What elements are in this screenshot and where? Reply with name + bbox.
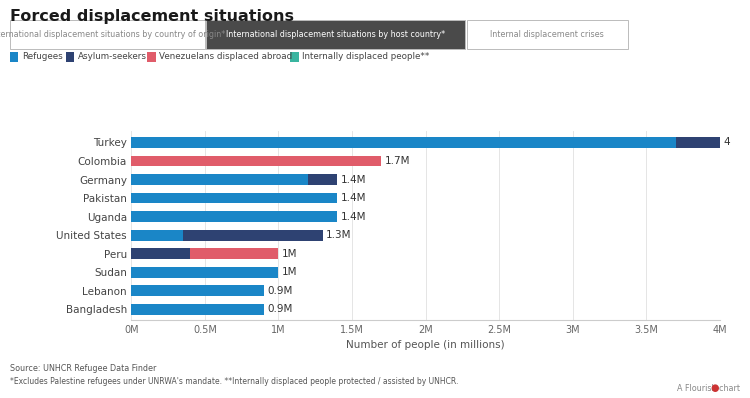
- Text: Venezuelans displaced abroad: Venezuelans displaced abroad: [160, 52, 292, 61]
- Bar: [183, 230, 322, 240]
- Text: 1.4M: 1.4M: [341, 193, 367, 203]
- Bar: [190, 248, 278, 259]
- Text: Internal displacement crises: Internal displacement crises: [490, 30, 604, 39]
- Bar: [131, 211, 338, 222]
- Bar: [676, 137, 720, 148]
- Bar: [131, 156, 382, 166]
- Text: ●: ●: [710, 383, 718, 393]
- Text: 1.4M: 1.4M: [341, 175, 367, 185]
- Text: 4: 4: [724, 137, 730, 148]
- Bar: [308, 174, 338, 185]
- Text: 0.9M: 0.9M: [268, 304, 292, 314]
- Text: 1.7M: 1.7M: [386, 156, 411, 166]
- Text: 1.4M: 1.4M: [341, 212, 367, 222]
- Text: Refugees: Refugees: [22, 52, 62, 61]
- Text: Internally displaced people**: Internally displaced people**: [302, 52, 430, 61]
- Bar: [131, 193, 338, 203]
- Bar: [131, 230, 183, 240]
- Text: Source: UNHCR Refugee Data Finder: Source: UNHCR Refugee Data Finder: [10, 364, 156, 373]
- Text: Asylum-seekers: Asylum-seekers: [77, 52, 146, 61]
- Text: A Flourish chart: A Flourish chart: [677, 384, 740, 393]
- X-axis label: Number of people (in millions): Number of people (in millions): [346, 340, 505, 350]
- Bar: [131, 267, 278, 277]
- Text: International displacement situations by country of origin*: International displacement situations by…: [0, 30, 225, 39]
- Bar: [131, 285, 264, 296]
- Bar: [131, 174, 308, 185]
- Bar: [131, 137, 676, 148]
- Text: 1M: 1M: [282, 267, 298, 277]
- Text: 1.3M: 1.3M: [326, 230, 352, 240]
- Text: *Excludes Palestine refugees under UNRWA's mandate. **Internally displaced peopl: *Excludes Palestine refugees under UNRWA…: [10, 377, 458, 386]
- Text: 0.9M: 0.9M: [268, 286, 292, 296]
- Bar: [131, 248, 190, 259]
- Text: Forced displacement situations: Forced displacement situations: [10, 9, 294, 24]
- Text: International displacement situations by host country*: International displacement situations by…: [226, 30, 446, 39]
- Bar: [131, 304, 264, 315]
- Text: 1M: 1M: [282, 249, 298, 259]
